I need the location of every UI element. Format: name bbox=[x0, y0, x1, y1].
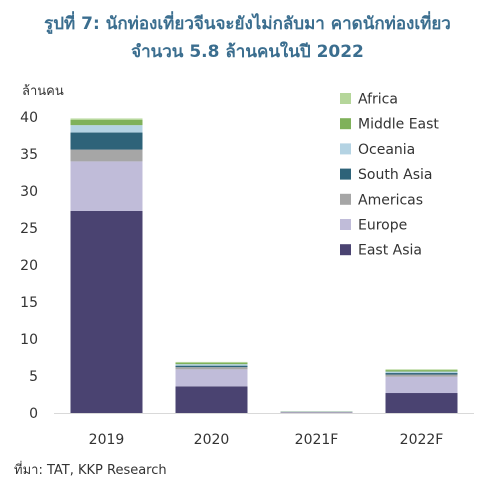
bar-segment bbox=[175, 386, 248, 413]
bar-segment bbox=[175, 362, 248, 365]
y-tick-label: 5 bbox=[29, 369, 38, 385]
x-tick-label: 2021F bbox=[295, 432, 339, 448]
bar-segment bbox=[385, 393, 458, 413]
source-note: ที่มา: TAT, KKP Research bbox=[14, 463, 167, 478]
bar-segment bbox=[175, 364, 248, 366]
legend-label: East Asia bbox=[358, 243, 422, 259]
bar-segment bbox=[385, 369, 458, 371]
bar-segment bbox=[70, 119, 143, 126]
bar-segment bbox=[385, 376, 458, 394]
legend-label: Europe bbox=[358, 218, 407, 234]
legend-label: Oceania bbox=[358, 142, 415, 158]
x-tick-label: 2022F bbox=[400, 432, 444, 448]
legend-swatch bbox=[340, 93, 351, 104]
bar-segment bbox=[175, 367, 248, 370]
y-tick-label: 25 bbox=[20, 221, 38, 237]
bar-segment bbox=[70, 118, 143, 120]
legend-label: Africa bbox=[358, 92, 398, 108]
bar-segment bbox=[175, 365, 248, 368]
legend-swatch bbox=[340, 118, 351, 130]
bar-segment bbox=[175, 369, 248, 387]
bar-segment bbox=[175, 361, 248, 363]
y-tick-label: 20 bbox=[20, 258, 38, 274]
legend-swatch bbox=[340, 244, 351, 256]
bar-segment bbox=[385, 370, 458, 372]
y-tick-label: 40 bbox=[20, 110, 38, 126]
legend-swatch bbox=[340, 219, 351, 230]
bar-segment bbox=[70, 132, 143, 150]
y-axis-unit-label: ล้านคน bbox=[22, 84, 64, 99]
bar-segment bbox=[385, 373, 458, 375]
bar-segment bbox=[385, 374, 458, 377]
legend-label: Americas bbox=[358, 192, 423, 208]
x-tick-label: 2020 bbox=[194, 432, 230, 448]
y-tick-label: 35 bbox=[20, 147, 38, 163]
chart-title-line2: จำนวน 5.8 ล้านคนในปี 2022 bbox=[131, 42, 364, 62]
y-tick-label: 30 bbox=[20, 184, 38, 200]
legend-label: Middle East bbox=[358, 117, 439, 133]
y-tick-label: 0 bbox=[29, 406, 38, 422]
legend-label: South Asia bbox=[358, 167, 432, 183]
bar-segment bbox=[70, 210, 143, 413]
bar-segment bbox=[70, 125, 143, 133]
x-tick-label: 2019 bbox=[89, 432, 125, 448]
y-tick-label: 15 bbox=[20, 295, 38, 311]
legend-swatch bbox=[340, 143, 351, 155]
legend-swatch bbox=[340, 193, 351, 205]
legend-swatch bbox=[340, 168, 351, 180]
y-tick-label: 10 bbox=[20, 332, 38, 348]
bar-segment bbox=[70, 149, 143, 162]
bar-segment bbox=[385, 371, 458, 374]
bar-segment bbox=[70, 161, 143, 211]
chart-title-line1: รูปที่ 7: นักท่องเที่ยวจีนจะยังไม่กลับมา… bbox=[44, 14, 451, 34]
